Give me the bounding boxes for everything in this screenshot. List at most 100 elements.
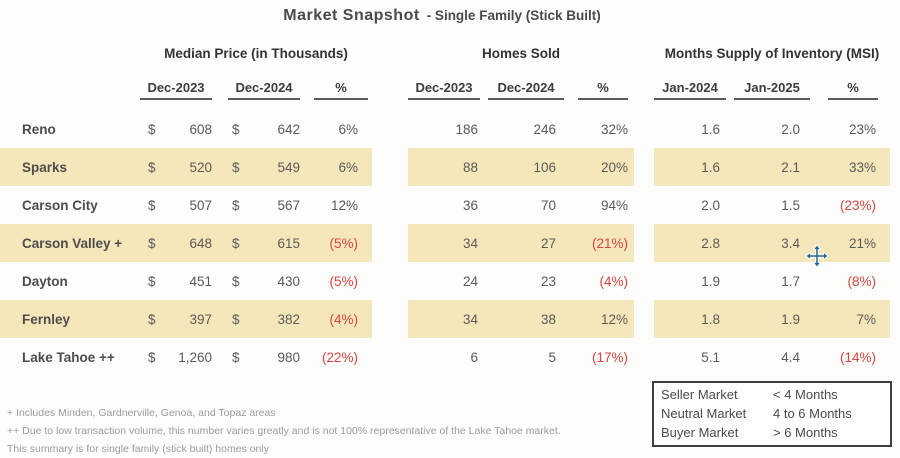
table-row-sparks: Sparks $520 $549 6% 88 106 20% 1.6 2.1 3… <box>0 148 890 186</box>
legend-label: Buyer Market <box>661 425 739 440</box>
legend-row-buyer: Buyer Market > 6 Months <box>654 423 890 442</box>
cell-homes-dec2024: 70 <box>540 197 556 213</box>
currency-symbol: $ <box>232 311 240 327</box>
cell-msi-jan2025: 4.4 <box>781 349 800 365</box>
group-title-median-price: Median Price (in Thousands) <box>164 46 348 61</box>
region-name: Dayton <box>22 273 68 289</box>
group-title-homes-sold: Homes Sold <box>481 46 560 61</box>
cell-homes-dec2024: 27 <box>540 235 556 251</box>
region-name: Sparks <box>22 159 68 175</box>
footnotes: + Includes Minden, Gardnerville, Genoa, … <box>7 404 561 458</box>
cell-median-dec2023: $648 <box>148 235 212 251</box>
table-row-dayton: Dayton $451 $430 (5%) 24 23 (4%) 1.9 1.7… <box>0 262 890 300</box>
cell-msi-pct: (8%) <box>847 273 876 289</box>
cell-median-dec2024: $615 <box>232 235 300 251</box>
region-name: Carson City <box>22 197 98 213</box>
currency-symbol: $ <box>232 197 240 213</box>
legend-value: 4 to 6 Months <box>773 406 852 421</box>
cell-msi-jan2025: 2.0 <box>781 121 800 137</box>
cell-homes-dec2024: 5 <box>548 349 556 365</box>
table-row-lake-tahoe: Lake Tahoe ++ $1,260 $980 (22%) 6 5 (17%… <box>0 338 890 376</box>
cell-msi-jan2024: 2.0 <box>701 197 720 213</box>
msi-market-legend: Seller Market < 4 Months Neutral Market … <box>652 381 892 447</box>
cell-median-dec2023: $1,260 <box>148 349 212 365</box>
col-header-median-pct: % <box>314 80 368 100</box>
cell-msi-pct: 7% <box>856 311 876 327</box>
cell-homes-dec2023: 36 <box>462 197 478 213</box>
group-title-msi: Months Supply of Inventory (MSI) <box>664 46 880 61</box>
cell-median-dec2023: $520 <box>148 159 212 175</box>
page-title: Market Snapshot - Single Family (Stick Bu… <box>0 7 884 25</box>
cell-msi-jan2024: 1.6 <box>701 121 720 137</box>
cell-median-dec2024: $549 <box>232 159 300 175</box>
cell-homes-pct: (4%) <box>599 273 628 289</box>
cell-msi-pct: 21% <box>848 235 876 251</box>
cell-homes-pct: 12% <box>600 311 628 327</box>
cell-homes-dec2023: 186 <box>455 121 478 137</box>
cell-homes-dec2024: 38 <box>540 311 556 327</box>
cell-homes-pct: 94% <box>600 197 628 213</box>
col-header-homes-dec2024: Dec-2024 <box>488 80 564 100</box>
col-header-msi-pct: % <box>828 80 878 100</box>
cell-msi-jan2024: 2.8 <box>701 235 720 251</box>
col-header-msi-jan2025: Jan-2025 <box>734 80 810 100</box>
cell-homes-dec2023: 88 <box>462 159 478 175</box>
currency-symbol: $ <box>148 121 156 137</box>
cell-median-pct: 6% <box>338 159 358 175</box>
currency-symbol: $ <box>148 159 156 175</box>
cell-msi-jan2025: 1.7 <box>781 273 800 289</box>
cell-homes-pct: 20% <box>600 159 628 175</box>
currency-symbol: $ <box>232 159 240 175</box>
cell-median-dec2024: $980 <box>232 349 300 365</box>
col-header-median-dec2023: Dec-2023 <box>140 80 212 100</box>
legend-value: < 4 Months <box>773 387 838 402</box>
currency-symbol: $ <box>148 197 156 213</box>
legend-label: Seller Market <box>661 387 738 402</box>
column-header-row: Dec-2023 Dec-2024 % Dec-2023 Dec-2024 % … <box>0 80 890 100</box>
cell-median-pct: (5%) <box>329 273 358 289</box>
currency-symbol: $ <box>232 273 240 289</box>
cell-msi-jan2024: 1.8 <box>701 311 720 327</box>
currency-symbol: $ <box>148 311 156 327</box>
cell-msi-jan2024: 1.9 <box>701 273 720 289</box>
cell-median-dec2024: $642 <box>232 121 300 137</box>
cell-median-dec2023: $397 <box>148 311 212 327</box>
col-header-homes-pct: % <box>578 80 628 100</box>
currency-symbol: $ <box>232 235 240 251</box>
cell-median-pct: 6% <box>338 121 358 137</box>
table-row-carson-city: Carson City $507 $567 12% 36 70 94% 2.0 … <box>0 186 890 224</box>
currency-symbol: $ <box>232 349 240 365</box>
cell-msi-pct: 33% <box>848 159 876 175</box>
group-header-row: Median Price (in Thousands) Homes Sold M… <box>0 46 890 61</box>
cell-median-pct: (4%) <box>329 311 358 327</box>
col-header-msi-jan2024: Jan-2024 <box>654 80 726 100</box>
currency-symbol: $ <box>232 121 240 137</box>
footnote-summary: This summary is for single family (stick… <box>7 443 269 455</box>
group-msi-header: Months Supply of Inventory (MSI) <box>654 46 890 61</box>
legend-row-seller: Seller Market < 4 Months <box>654 385 890 404</box>
table-body: Reno $608 $642 6% 186 246 32% 1.6 2.0 23… <box>0 110 890 376</box>
table-row-carson-valley: Carson Valley + $648 $615 (5%) 34 27 (21… <box>0 224 890 262</box>
cell-homes-dec2023: 6 <box>470 349 478 365</box>
region-name: Fernley <box>22 311 71 327</box>
cell-msi-pct: (23%) <box>839 197 876 213</box>
table-row-reno: Reno $608 $642 6% 186 246 32% 1.6 2.0 23… <box>0 110 890 148</box>
cell-median-pct: (22%) <box>321 349 358 365</box>
cell-homes-pct: (21%) <box>591 235 628 251</box>
cell-homes-dec2024: 23 <box>540 273 556 289</box>
cell-median-dec2023: $608 <box>148 121 212 137</box>
cell-msi-pct: (14%) <box>839 349 876 365</box>
cell-homes-pct: (17%) <box>591 349 628 365</box>
cell-msi-jan2024: 5.1 <box>701 349 720 365</box>
col-header-median-dec2024: Dec-2024 <box>228 80 300 100</box>
currency-symbol: $ <box>148 235 156 251</box>
cell-median-dec2024: $430 <box>232 273 300 289</box>
cell-msi-jan2025: 1.9 <box>781 311 800 327</box>
region-name: Lake Tahoe ++ <box>22 349 115 365</box>
cell-homes-dec2023: 34 <box>462 235 478 251</box>
group-median-price-header: Median Price (in Thousands) <box>0 46 372 61</box>
col-header-homes-dec2023: Dec-2023 <box>408 80 480 100</box>
cell-median-pct: (5%) <box>329 235 358 251</box>
cell-median-dec2023: $507 <box>148 197 212 213</box>
